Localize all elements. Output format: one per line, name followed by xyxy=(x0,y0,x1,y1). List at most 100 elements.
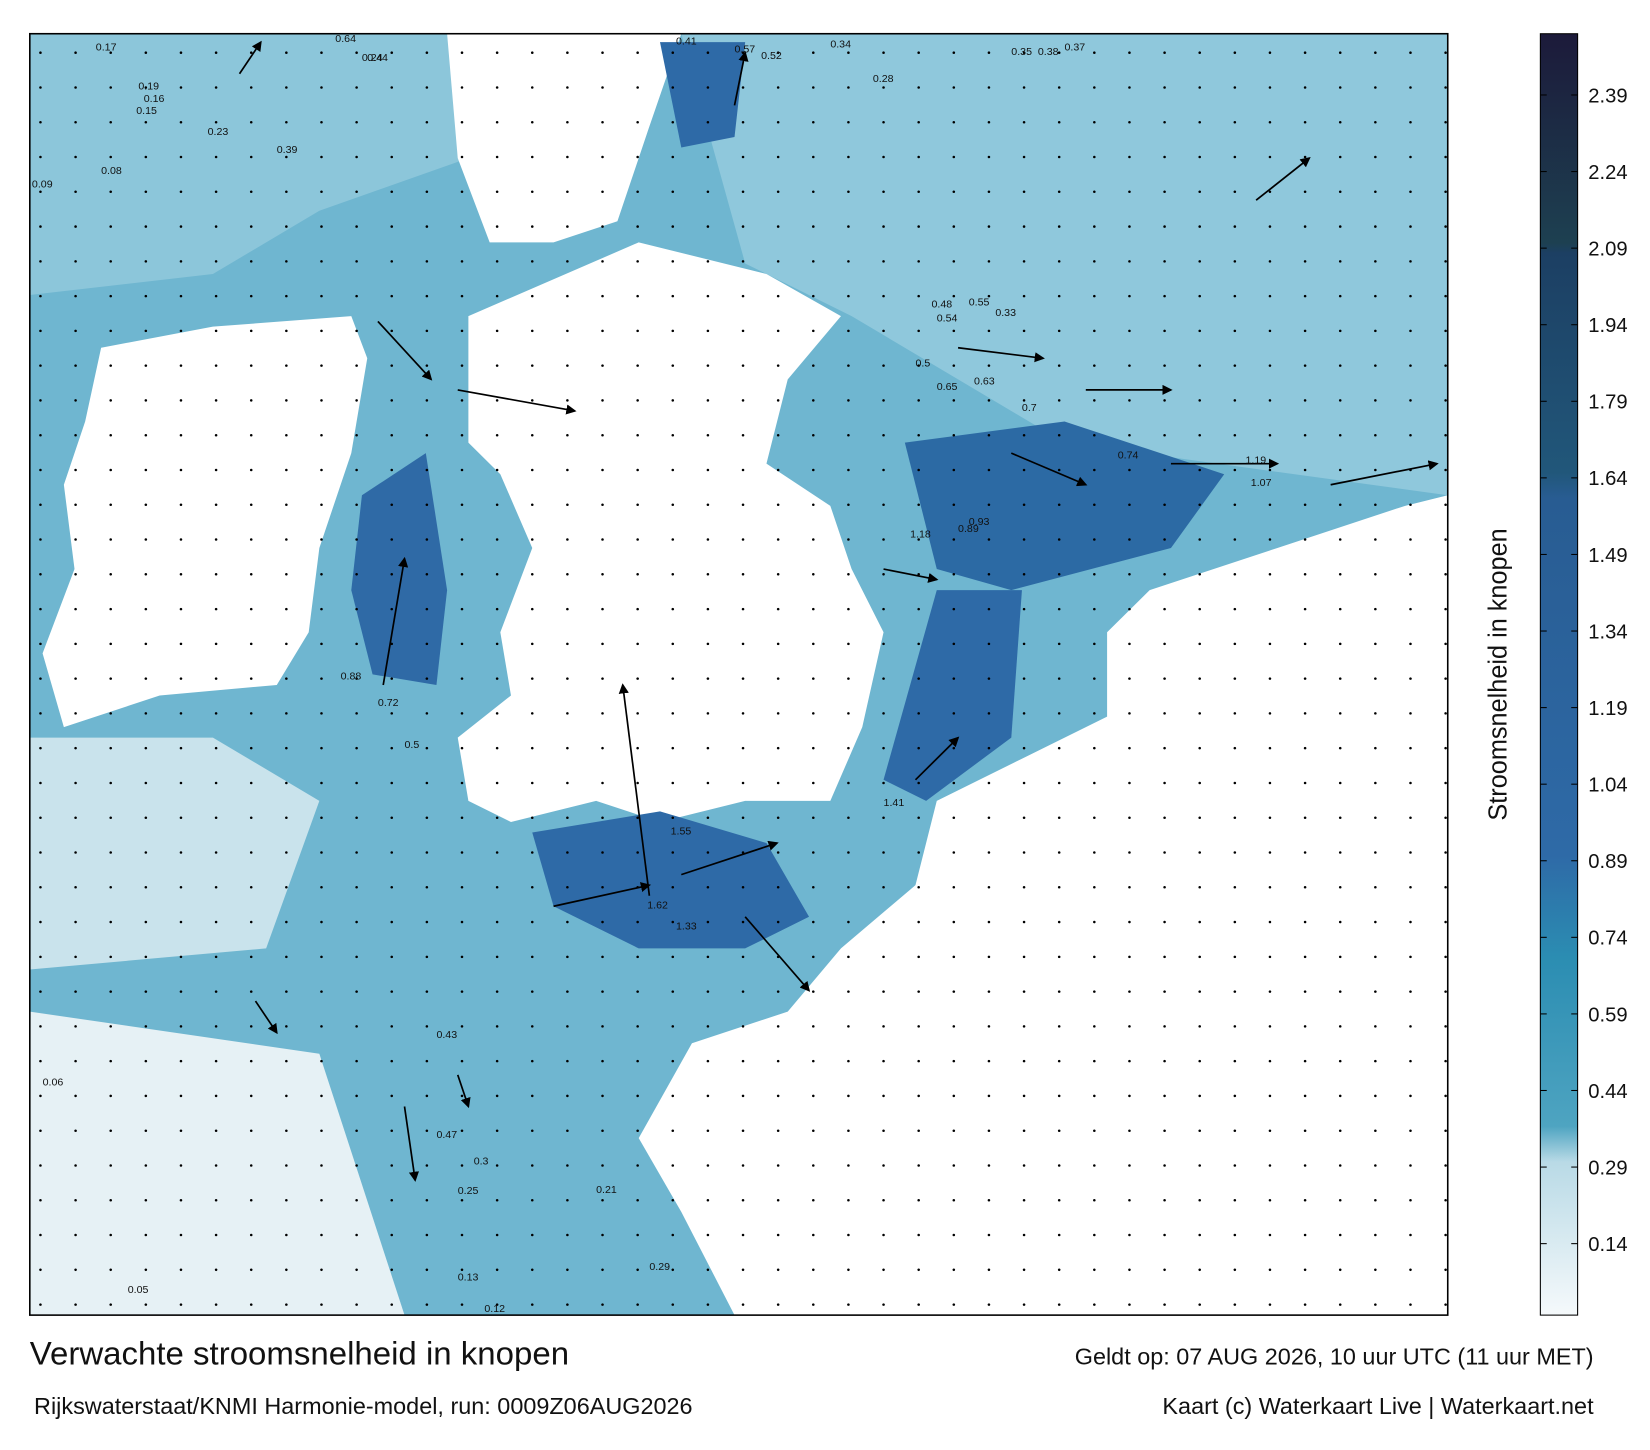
grid-dot xyxy=(882,607,885,611)
grid-dot xyxy=(952,1268,956,1272)
grid-dot xyxy=(1303,816,1307,819)
grid-dot xyxy=(636,851,639,854)
grid-dot xyxy=(285,503,288,507)
grid-dot xyxy=(530,920,534,924)
grid-dot xyxy=(1374,538,1377,541)
grid-dot xyxy=(144,399,148,402)
grid-dot xyxy=(706,607,710,611)
grid-dot xyxy=(776,468,780,472)
grid-dot xyxy=(882,468,885,472)
grid-dot xyxy=(776,1025,780,1028)
speed-label: 0.57 xyxy=(735,44,756,56)
grid-dot xyxy=(1057,1198,1061,1202)
grid-dot xyxy=(1338,607,1342,611)
grid-dot xyxy=(1233,1268,1237,1272)
grid-dot xyxy=(1409,955,1412,959)
grid-dot xyxy=(1374,1059,1377,1063)
grid-dot xyxy=(1338,1025,1342,1028)
grid-dot xyxy=(109,399,112,402)
grid-dot xyxy=(144,573,148,576)
grid-dot xyxy=(179,851,183,854)
grid-dot xyxy=(530,1059,534,1063)
grid-dot xyxy=(39,955,42,959)
grid-dot xyxy=(601,851,604,854)
grid-dot xyxy=(847,399,850,402)
grid-dot xyxy=(460,260,464,263)
grid-dot xyxy=(109,642,112,646)
grid-dot xyxy=(285,1268,288,1272)
grid-dot xyxy=(987,294,991,298)
grid-dot xyxy=(917,329,920,333)
grid-dot xyxy=(1409,503,1412,507)
grid-dot xyxy=(460,1268,464,1272)
grid-dot xyxy=(179,294,183,298)
grid-dot xyxy=(39,746,42,750)
grid-dot xyxy=(109,920,112,924)
colorbar-tick-label: 0.59 xyxy=(1588,1004,1627,1026)
grid-dot xyxy=(1233,155,1237,159)
grid-dot xyxy=(214,329,218,333)
grid-dot xyxy=(1022,190,1026,194)
grid-dot xyxy=(179,538,183,541)
grid-dot xyxy=(495,260,499,263)
grid-dot xyxy=(987,1268,991,1272)
grid-dot xyxy=(285,573,288,576)
grid-dot xyxy=(285,955,288,959)
grid-dot xyxy=(355,920,358,924)
grid-dot xyxy=(1128,816,1131,819)
grid-dot xyxy=(1128,1198,1131,1202)
grid-dot xyxy=(109,607,112,611)
grid-dot xyxy=(636,573,639,576)
grid-dot xyxy=(566,329,569,333)
grid-dot xyxy=(74,677,77,680)
grid-dot xyxy=(671,1164,675,1167)
grid-dot xyxy=(390,329,394,333)
grid-dot xyxy=(74,399,77,402)
grid-dot xyxy=(1444,190,1447,194)
grid-dot xyxy=(39,503,42,507)
grid-dot xyxy=(917,294,920,298)
grid-dot xyxy=(917,816,920,819)
grid-dot xyxy=(1338,538,1342,541)
grid-dot xyxy=(1093,573,1096,576)
grid-dot xyxy=(776,851,780,854)
grid-dot xyxy=(530,677,534,680)
grid-dot xyxy=(460,1025,464,1028)
grid-dot xyxy=(214,1164,218,1167)
grid-dot xyxy=(952,712,956,715)
grid-dot xyxy=(530,955,534,959)
grid-dot xyxy=(495,433,499,437)
grid-dot xyxy=(1057,1164,1061,1167)
grid-dot xyxy=(1374,1025,1377,1028)
grid-dot xyxy=(776,1129,780,1132)
grid-dot xyxy=(566,886,569,889)
speed-label: 0.37 xyxy=(1065,42,1086,54)
grid-dot xyxy=(1444,260,1447,263)
grid-dot xyxy=(882,190,885,194)
grid-dot xyxy=(425,955,429,959)
grid-dot xyxy=(1128,294,1131,298)
grid-dot xyxy=(917,1303,920,1306)
grid-dot xyxy=(566,1268,569,1272)
grid-dot xyxy=(74,920,77,924)
grid-dot xyxy=(1198,260,1201,263)
grid-dot xyxy=(425,816,429,819)
grid-dot xyxy=(144,642,148,646)
grid-dot xyxy=(847,607,850,611)
grid-dot xyxy=(460,225,464,228)
grid-dot xyxy=(847,1303,850,1306)
grid-dot xyxy=(1233,886,1237,889)
grid-dot xyxy=(1233,538,1237,541)
grid-dot xyxy=(812,155,815,159)
grid-dot xyxy=(1409,1094,1412,1098)
grid-dot xyxy=(1338,1303,1342,1306)
grid-dot xyxy=(144,1198,148,1202)
grid-dot xyxy=(987,86,991,89)
grid-dot xyxy=(882,886,885,889)
grid-dot xyxy=(1409,51,1412,54)
grid-dot xyxy=(1444,990,1447,993)
speed-label: 0.25 xyxy=(458,1185,479,1197)
grid-dot xyxy=(320,1198,323,1202)
grid-dot xyxy=(285,1198,288,1202)
